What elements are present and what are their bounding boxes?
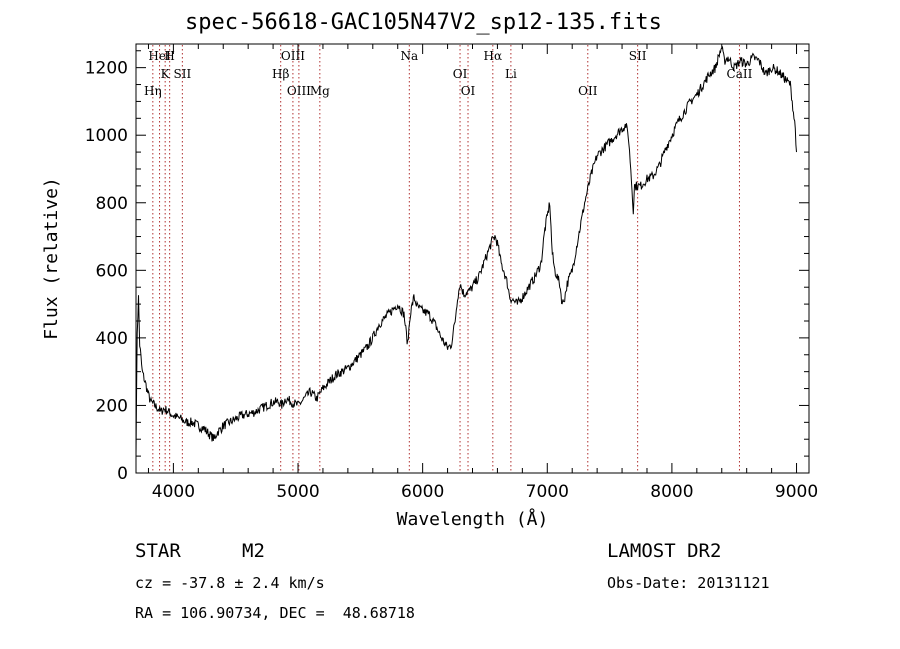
- spectral-line-label: Na: [400, 49, 418, 63]
- obs-date: Obs-Date: 20131121: [607, 574, 770, 592]
- spectral-line-label: Li: [505, 67, 517, 81]
- x-axis-label: Wavelength (Å): [397, 508, 549, 530]
- y-tick-label: 600: [96, 261, 128, 281]
- chart-title: spec-56618-GAC105N47V2_sp12-135.fits: [185, 10, 662, 35]
- spectral-line-label: SII: [629, 49, 647, 63]
- spectral-line-label: OI: [453, 67, 468, 81]
- survey-name: LAMOST DR2: [607, 540, 722, 562]
- y-axis-label: Flux (relative): [41, 177, 62, 340]
- spectral-line-label: OI: [461, 84, 476, 98]
- object-class: STAR: [135, 540, 181, 562]
- spectral-line-label: Mg: [310, 84, 330, 98]
- spectrum-line: [135, 46, 797, 458]
- spectral-line-label: Hα: [484, 49, 503, 63]
- spectral-line-label: K: [161, 67, 171, 81]
- spectral-line-label: OIII: [287, 84, 311, 98]
- spectral-line-label: H: [164, 49, 174, 63]
- spectral-line-label: OIII: [281, 49, 305, 63]
- object-subclass: M2: [242, 540, 265, 562]
- plot-frame: [135, 43, 810, 474]
- y-tick-label: 200: [96, 396, 128, 416]
- x-tick-label: 4000: [152, 482, 195, 502]
- spectral-line-label: Hβ: [272, 67, 289, 81]
- spectral-line-label: OII: [578, 84, 598, 98]
- x-tick-label: 8000: [650, 482, 693, 502]
- x-tick-label: 6000: [401, 482, 444, 502]
- x-tick-label: 7000: [526, 482, 569, 502]
- spectral-line-label: Hη: [144, 84, 162, 98]
- spectral-line-label: HeI: [148, 49, 171, 63]
- coordinates-readout: RA = 106.90734, DEC = 48.68718: [135, 604, 415, 622]
- y-tick-label: 400: [96, 329, 128, 349]
- y-tick-label: 0: [117, 464, 128, 484]
- y-tick-label: 1000: [85, 126, 128, 146]
- y-tick-label: 1200: [85, 59, 128, 79]
- x-tick-label: 5000: [276, 482, 319, 502]
- spectral-line-label: SII: [174, 67, 192, 81]
- spectral-line-label: CaII: [727, 67, 753, 81]
- redshift-readout: cz = -37.8 ± 2.4 km/s: [135, 574, 325, 592]
- x-tick-label: 9000: [775, 482, 818, 502]
- y-tick-label: 800: [96, 194, 128, 214]
